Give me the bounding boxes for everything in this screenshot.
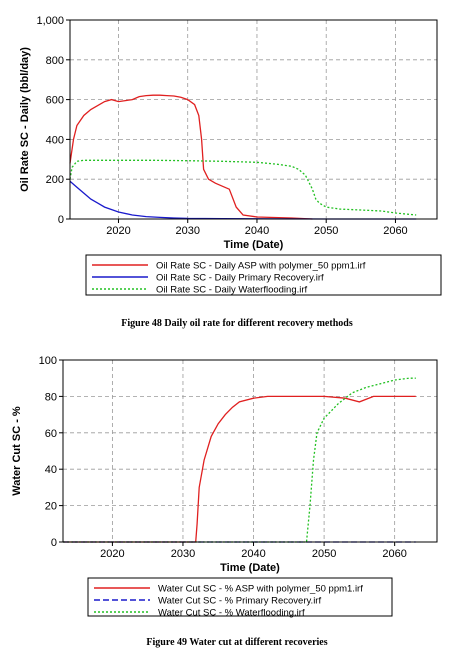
x-tick-label: 2060 xyxy=(383,225,407,237)
legend-entry: Water Cut SC - % ASP with polymer_50 ppm… xyxy=(158,584,363,595)
x-axis-label: Time (Date) xyxy=(220,562,280,574)
legend-entry: Water Cut SC - % Waterflooding.irf xyxy=(158,608,305,619)
legend-entry: Water Cut SC - % Primary Recovery.irf xyxy=(158,596,321,607)
y-tick-label: 80 xyxy=(45,391,57,403)
series-line xyxy=(63,395,416,543)
x-tick-label: 2040 xyxy=(245,225,269,237)
legend-entry: Oil Rate SC - Daily Primary Recovery.irf xyxy=(156,273,324,284)
y-tick-label: 40 xyxy=(45,464,57,476)
y-tick-label: 1,000 xyxy=(36,15,64,27)
y-tick-label: 100 xyxy=(39,355,57,367)
figure-48-caption: Figure 48 Daily oil rate for different r… xyxy=(121,318,353,329)
x-axis-label: Time (Date) xyxy=(224,239,284,251)
x-tick-label: 2020 xyxy=(106,225,130,237)
y-axis-label: Oil Rate SC - Daily (bbl/day) xyxy=(19,47,31,192)
y-tick-label: 20 xyxy=(45,501,57,513)
legend-entry: Oil Rate SC - Daily ASP with polymer_50 … xyxy=(156,261,366,272)
x-tick-label: 2020 xyxy=(100,548,124,560)
plot-frame xyxy=(62,359,438,543)
x-tick-label: 2030 xyxy=(175,225,199,237)
x-tick-label: 2030 xyxy=(171,548,195,560)
oil-rate-chart-svg: 2020 2030 2040 2050 2060 0 200 400 600 800 1,000 Ti… xyxy=(19,15,442,296)
plot-area xyxy=(70,20,437,219)
water-cut-chart: 2020 2030 2040 2050 2060 0 20 40 60 80 100 Time (Da… xyxy=(0,340,474,620)
series-line xyxy=(69,94,313,220)
plot-area xyxy=(63,360,437,542)
x-tick-label: 2050 xyxy=(314,225,338,237)
y-tick-label: 0 xyxy=(58,214,64,226)
legend-entry: Oil Rate SC - Daily Waterflooding.irf xyxy=(156,285,308,296)
y-tick-label: 200 xyxy=(46,174,64,186)
series-line xyxy=(63,377,416,543)
oil-rate-chart: 2020 2030 2040 2050 2060 0 200 400 600 800 1,000 Ti… xyxy=(0,0,474,300)
plot-frame xyxy=(69,19,438,220)
x-tick-label: 2040 xyxy=(241,548,265,560)
y-tick-label: 800 xyxy=(46,55,64,67)
y-tick-label: 0 xyxy=(51,537,57,549)
x-tick-label: 2060 xyxy=(382,548,406,560)
figure-49-caption: Figure 49 Water cut at different recover… xyxy=(146,637,328,648)
legend-box xyxy=(87,577,393,617)
y-tick-label: 600 xyxy=(46,95,64,107)
x-tick-label: 2050 xyxy=(312,548,336,560)
y-tick-label: 400 xyxy=(46,134,64,146)
y-axis-label: Water Cut SC - % xyxy=(11,406,23,496)
y-tick-label: 60 xyxy=(45,428,57,440)
